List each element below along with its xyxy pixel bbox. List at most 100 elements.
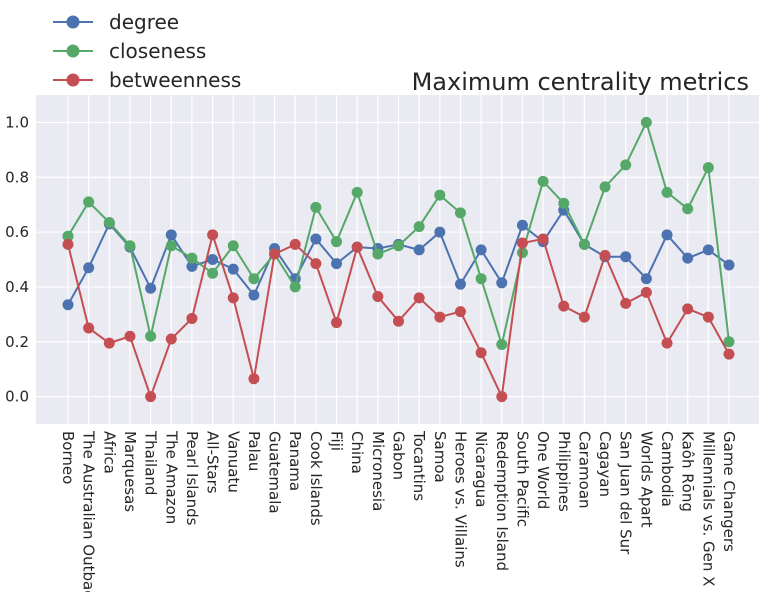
data-point-degree: [227, 263, 239, 275]
data-point-betweenness: [310, 258, 322, 270]
data-point-closeness: [227, 240, 239, 252]
data-point-betweenness: [165, 333, 177, 345]
data-point-degree: [62, 299, 74, 311]
data-point-closeness: [372, 248, 384, 260]
data-point-degree: [723, 259, 735, 271]
data-point-closeness: [475, 273, 487, 285]
data-point-closeness: [599, 181, 611, 193]
data-point-closeness: [434, 189, 446, 201]
legend-label-degree: degree: [109, 10, 179, 34]
data-point-closeness: [496, 338, 508, 350]
data-point-betweenness: [640, 286, 652, 298]
data-point-closeness: [103, 216, 115, 228]
data-point-closeness: [723, 336, 735, 348]
x-tick-label: Africa: [100, 431, 118, 474]
legend-label-closeness: closeness: [109, 39, 206, 63]
data-point-closeness: [454, 207, 466, 219]
data-point-degree: [702, 244, 714, 256]
data-point-degree: [145, 282, 157, 294]
data-point-closeness: [578, 238, 590, 250]
plot-background: [36, 95, 759, 424]
y-tick-label: 1.0: [5, 113, 29, 131]
data-point-betweenness: [682, 303, 694, 315]
data-point-closeness: [207, 267, 219, 279]
data-point-betweenness: [289, 238, 301, 250]
y-tick-label: 0.8: [5, 168, 29, 186]
data-point-betweenness: [83, 322, 95, 334]
x-tick-label: Micronesia: [369, 431, 387, 511]
x-tick-label: One World: [534, 431, 552, 509]
data-point-betweenness: [475, 347, 487, 359]
y-tick-label: 0.6: [5, 223, 29, 241]
data-point-degree: [454, 278, 466, 290]
data-point-degree: [682, 252, 694, 264]
data-point-degree: [620, 251, 632, 263]
x-tick-label: Nicaragua: [472, 431, 490, 507]
data-point-closeness: [145, 330, 157, 342]
data-point-closeness: [83, 196, 95, 208]
data-point-betweenness: [454, 306, 466, 318]
x-axis: Borneo The Australian Outback Africa Marque…: [59, 430, 738, 592]
data-point-betweenness: [537, 233, 549, 245]
x-tick-label: Vanuatu: [224, 431, 242, 493]
data-point-betweenness: [723, 348, 735, 360]
data-point-degree: [640, 273, 652, 285]
x-tick-label: Palau: [245, 431, 263, 471]
data-point-closeness: [351, 186, 363, 198]
x-tick-label: The Australian Outback: [80, 430, 98, 592]
data-point-closeness: [331, 236, 343, 248]
data-point-closeness: [537, 175, 549, 187]
data-point-betweenness: [413, 292, 425, 304]
data-point-betweenness: [599, 249, 611, 261]
y-axis: 0.0 0.2 0.4 0.6 0.8 1.0: [5, 113, 29, 405]
data-point-betweenness: [434, 311, 446, 323]
series-group: [62, 116, 735, 403]
data-point-betweenness: [661, 337, 673, 349]
data-point-closeness: [620, 159, 632, 171]
x-tick-label: The Amazon: [162, 430, 180, 524]
data-point-closeness: [702, 162, 714, 174]
x-tick-label: Panama: [286, 431, 304, 491]
x-tick-label: Fiji: [328, 431, 346, 451]
data-point-closeness: [640, 116, 652, 128]
data-point-degree: [186, 260, 198, 272]
x-tick-label: Gabon: [390, 431, 408, 480]
data-point-betweenness: [578, 311, 590, 323]
data-point-betweenness: [516, 237, 528, 249]
data-point-betweenness: [124, 330, 136, 342]
data-point-closeness: [124, 240, 136, 252]
data-point-closeness: [413, 221, 425, 233]
data-point-closeness: [661, 186, 673, 198]
data-point-closeness: [516, 247, 528, 259]
x-tick-label: Samoa: [431, 431, 449, 483]
x-tick-label: Redemption Island: [493, 431, 511, 571]
data-point-betweenness: [496, 391, 508, 403]
x-tick-label: Marquesas: [121, 431, 139, 512]
x-tick-label: China: [348, 431, 366, 474]
x-tick-label: Cook Islands: [307, 431, 325, 526]
data-point-closeness: [62, 230, 74, 242]
data-point-degree: [248, 289, 260, 301]
x-tick-label: Heroes vs. Villains: [451, 431, 469, 568]
data-point-degree: [310, 233, 322, 245]
data-point-degree: [207, 254, 219, 265]
data-point-closeness: [248, 273, 260, 285]
data-point-closeness: [186, 252, 198, 264]
data-point-betweenness: [393, 315, 404, 327]
legend-marker-betweenness: [66, 73, 80, 87]
data-point-betweenness: [103, 337, 115, 349]
x-tick-label: Borneo: [59, 431, 77, 484]
data-point-betweenness: [372, 291, 384, 303]
data-point-betweenness: [62, 238, 74, 250]
y-tick-label: 0.2: [5, 333, 29, 351]
data-point-betweenness: [620, 297, 632, 309]
x-tick-label: Thailand: [142, 430, 160, 495]
x-tick-label: Philippines: [555, 431, 573, 512]
legend: degree closeness betweenness: [53, 10, 241, 92]
x-tick-label: Cagayan: [596, 431, 614, 497]
data-point-betweenness: [702, 311, 714, 323]
data-point-degree: [661, 229, 673, 241]
data-point-betweenness: [269, 248, 281, 260]
data-point-betweenness: [207, 229, 219, 241]
